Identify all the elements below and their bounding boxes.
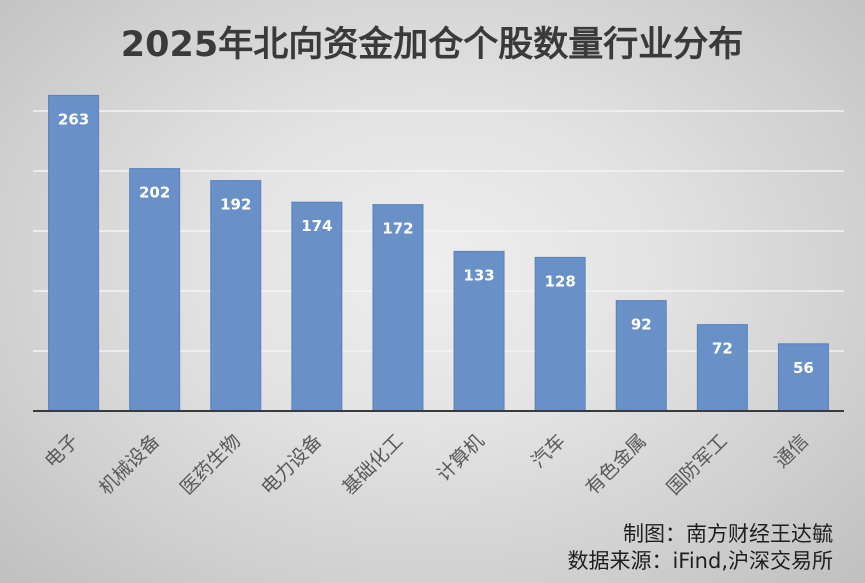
x-tick-label: 基础化工 (338, 430, 407, 499)
data-label: 174 (301, 217, 332, 235)
data-label: 72 (712, 340, 733, 358)
data-label: 192 (220, 196, 251, 214)
data-label: 56 (793, 359, 814, 377)
x-tick-label: 医药生物 (176, 430, 245, 499)
data-labels: 263 202 192 174 172 133 128 92 72 56 (58, 110, 814, 376)
x-tick-label: 计算机 (433, 430, 489, 486)
bar (615, 300, 667, 412)
x-tick-label: 有色金属 (581, 430, 650, 499)
data-label: 128 (544, 272, 575, 290)
data-label: 202 (139, 184, 170, 202)
bar (48, 94, 100, 412)
bar (777, 343, 829, 412)
data-label: 92 (631, 316, 652, 334)
bar (129, 168, 181, 412)
bar (696, 324, 748, 412)
chart-title: 2025年北向资金加仓个股数量行业分布 (121, 24, 743, 65)
x-tick-label: 机械设备 (95, 430, 164, 499)
bars (48, 94, 829, 412)
x-tick-label: 通信 (771, 430, 813, 472)
bar (534, 256, 586, 412)
chart-credit: 制图：南方财经王达毓 (623, 522, 833, 546)
bar (453, 250, 505, 412)
bar (210, 180, 262, 412)
data-label: 172 (382, 220, 413, 238)
data-label: 133 (463, 266, 494, 284)
data-source: 数据来源：iFind,沪深交易所 (567, 549, 833, 573)
x-tick-label: 国防军工 (663, 430, 732, 499)
data-label: 263 (58, 110, 89, 128)
x-tick-label: 电子 (41, 430, 83, 472)
x-tick-labels: 电子 机械设备 医药生物 电力设备 基础化工 计算机 汽车 有色金属 国防军工 通信 (41, 430, 813, 499)
x-tick-label: 电力设备 (257, 430, 326, 499)
x-tick-label: 汽车 (527, 430, 569, 472)
bar (291, 201, 343, 412)
